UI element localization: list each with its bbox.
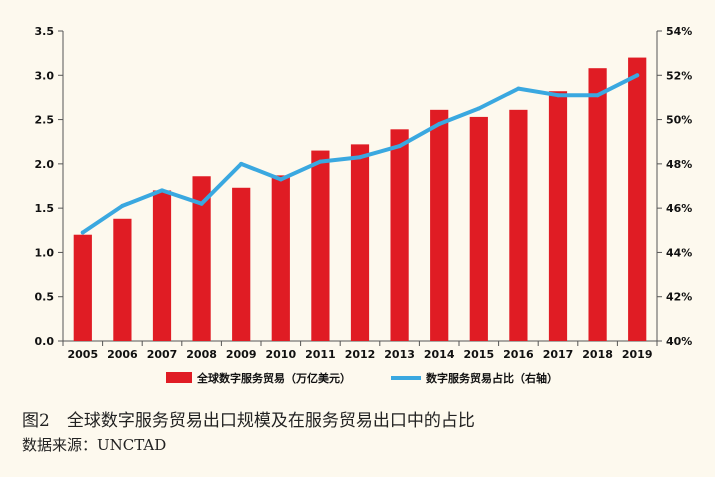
- right-tick-label: 50%: [666, 114, 692, 127]
- line-point: [120, 203, 125, 208]
- line-point: [358, 155, 362, 160]
- right-tick-label: 42%: [666, 291, 692, 304]
- x-tick-label: 2005: [67, 348, 98, 361]
- source-note: 数据来源：UNCTAD: [22, 436, 167, 454]
- line-point: [278, 177, 283, 182]
- x-tick-label: 2019: [622, 348, 653, 361]
- x-tick-label: 2009: [226, 348, 257, 361]
- line-point: [635, 73, 640, 78]
- right-tick-label: 52%: [666, 69, 692, 82]
- line-point: [80, 230, 85, 235]
- bar: [430, 109, 449, 341]
- x-tick-label: 2016: [503, 348, 534, 361]
- x-tick-label: 2013: [384, 348, 415, 361]
- line-point: [437, 122, 442, 126]
- bar: [271, 175, 290, 341]
- bar: [311, 150, 330, 341]
- line-point: [595, 93, 600, 98]
- left-tick-label: 2.5: [35, 114, 55, 127]
- left-tick-label: 0.0: [35, 335, 55, 348]
- left-tick-label: 1.0: [35, 246, 55, 259]
- x-tick-label: 2012: [345, 348, 376, 361]
- right-tick-label: 44%: [666, 246, 692, 259]
- bar: [113, 218, 132, 341]
- line-point: [476, 106, 481, 111]
- x-tick-label: 2008: [186, 348, 217, 361]
- left-tick-label: 2.0: [35, 158, 55, 171]
- bar: [509, 109, 528, 341]
- x-tick-label: 2017: [543, 348, 574, 361]
- bar: [588, 68, 607, 341]
- bar: [628, 57, 647, 341]
- legend-bar-swatch: [166, 372, 192, 383]
- x-tick-label: 2006: [107, 348, 138, 361]
- left-tick-label: 3.0: [35, 69, 55, 82]
- line-point: [556, 93, 560, 98]
- left-tick-label: 0.5: [35, 291, 55, 304]
- x-tick-label: 2014: [424, 348, 455, 361]
- right-tick-label: 48%: [666, 158, 692, 171]
- line-point: [397, 144, 402, 149]
- line-point: [239, 161, 244, 166]
- left-tick-label: 3.5: [35, 25, 55, 38]
- x-tick-label: 2018: [582, 348, 613, 361]
- right-tick-label: 46%: [666, 202, 692, 215]
- bar: [350, 144, 370, 341]
- bar: [469, 116, 488, 342]
- bar: [152, 190, 172, 341]
- line-point: [160, 188, 164, 193]
- line-series: [80, 73, 640, 235]
- legend-line-label: 数字服务贸易占比（右轴）: [426, 371, 558, 385]
- x-tick-label: 2010: [265, 348, 296, 361]
- x-tick-label: 2015: [463, 348, 494, 361]
- line-point: [318, 159, 323, 164]
- x-tick-label: 2007: [147, 348, 178, 361]
- bar: [232, 187, 251, 341]
- legend-bar-label: 全球数字服务贸易（万亿美元）: [196, 371, 351, 385]
- x-tick-label: 2011: [305, 348, 336, 361]
- bar: [548, 91, 568, 341]
- line-point: [199, 201, 204, 206]
- right-tick-label: 40%: [666, 335, 692, 348]
- combo-chart: 0.0 0.5 1.0 1.5 2.0 2.5 3.0 3.5 40% 42% 44% 46% 48% 5…: [35, 25, 693, 385]
- chart-legend: 全球数字服务贸易（万亿美元） 数字服务贸易占比（右轴）: [166, 371, 558, 385]
- bar-series: [73, 57, 647, 342]
- right-tick-label: 54%: [666, 25, 692, 38]
- figure-caption: 图2 全球数字服务贸易出口规模及在服务贸易出口中的占比: [22, 411, 475, 431]
- line-point: [516, 86, 521, 91]
- bar: [192, 176, 211, 341]
- bar: [390, 129, 409, 341]
- tick-labels: 0.0 0.5 1.0 1.5 2.0 2.5 3.0 3.5 40% 42% 44% 46% 48% 5…: [35, 25, 693, 361]
- left-tick-label: 1.5: [35, 202, 55, 215]
- bar: [73, 234, 92, 341]
